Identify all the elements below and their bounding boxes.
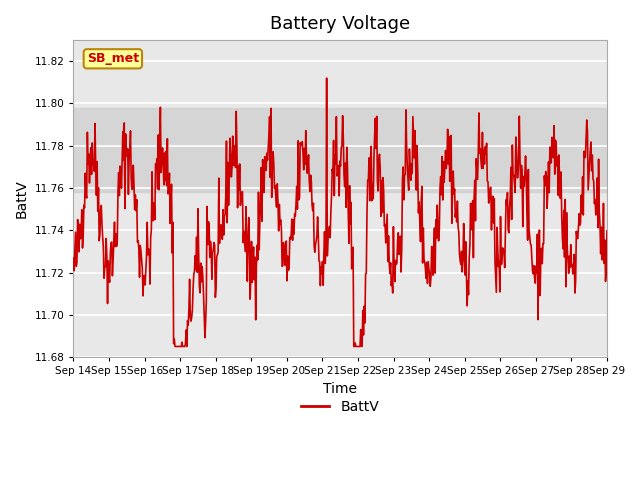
Legend: BattV: BattV [296,395,385,420]
Bar [74,108,607,192]
Text: SB_met: SB_met [87,52,139,65]
X-axis label: Time: Time [323,382,357,396]
Y-axis label: BattV: BattV [15,179,29,218]
Title: Battery Voltage: Battery Voltage [270,15,410,33]
